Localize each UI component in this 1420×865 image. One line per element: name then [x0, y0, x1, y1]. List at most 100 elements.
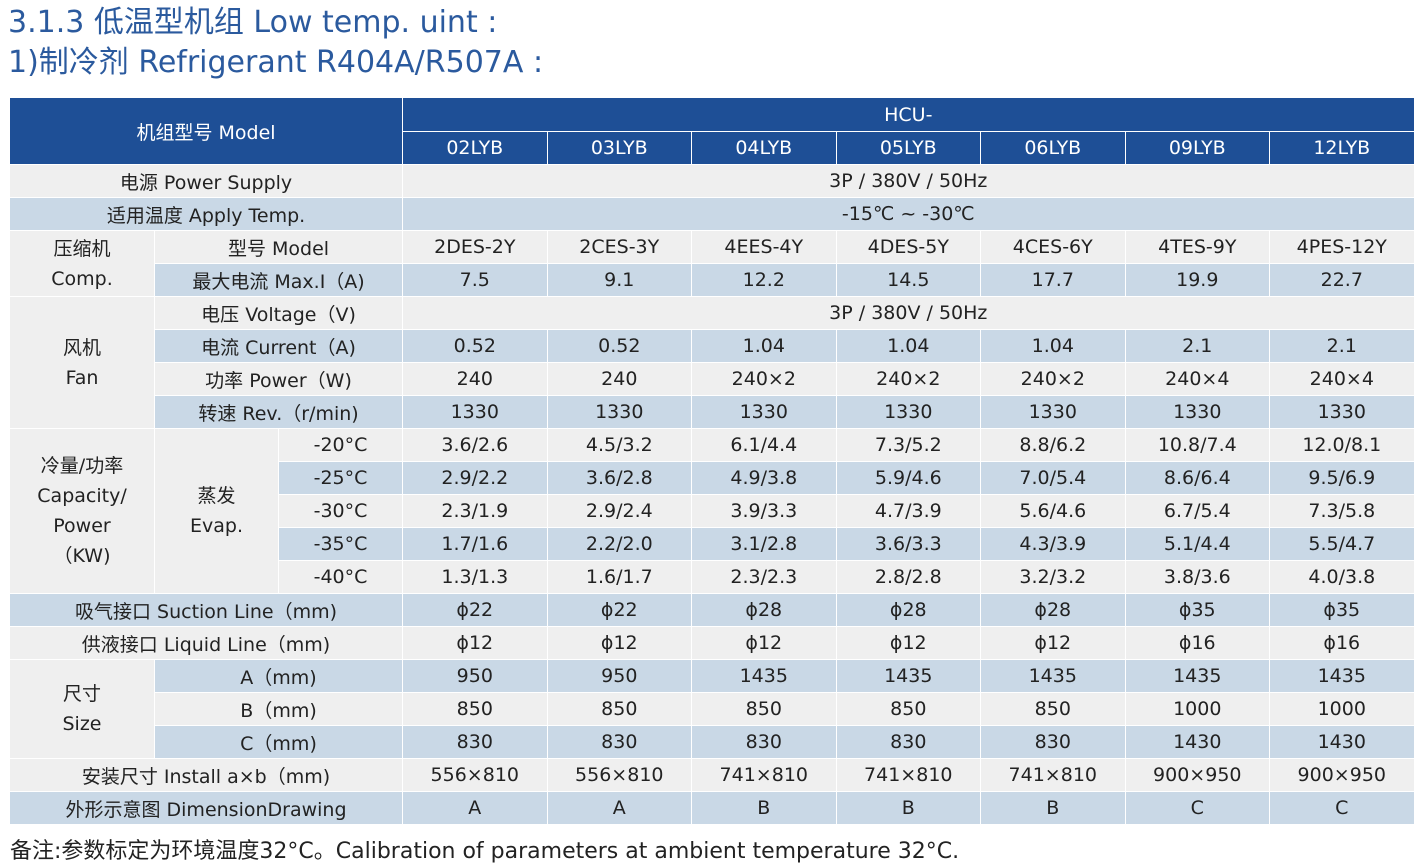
evap-temp-label: -30°C: [277, 494, 404, 528]
power-supply-label: 电源 Power Supply: [8, 164, 404, 198]
comp-model-cell: 4EES-4Y: [691, 230, 837, 264]
apply-temp-label: 适用温度 Apply Temp.: [8, 197, 404, 231]
capacity-cell: 3.6/2.8: [546, 461, 693, 495]
fan-current-cell: 0.52: [546, 329, 693, 363]
capacity-cell: 3.6/3.3: [835, 527, 982, 561]
install-cell: 741×810: [835, 758, 982, 792]
evap-temp-label: -25°C: [277, 461, 404, 495]
install-cell: 556×810: [402, 758, 548, 792]
install-cell: 900×950: [1269, 758, 1415, 792]
size-b-cell: 850: [835, 692, 982, 726]
size-b-cell: 850: [546, 692, 693, 726]
power-supply-value: 3P / 380V / 50Hz: [402, 164, 1415, 198]
capacity-cell: 7.3/5.8: [1269, 494, 1415, 528]
capacity-cell: 1.7/1.6: [402, 527, 548, 561]
evap-temp-label: -40°C: [277, 560, 404, 594]
comp-current-label: 最大电流 Max.I（A): [153, 263, 404, 297]
drawing-cell: B: [691, 791, 837, 825]
size-a-cell: 1435: [835, 659, 982, 693]
fan-power-cell: 240×4: [1124, 362, 1271, 396]
drawing-cell: C: [1124, 791, 1271, 825]
comp-current-cell: 22.7: [1269, 263, 1415, 297]
model-prefix: HCU-: [402, 97, 1415, 132]
install-label: 安装尺寸 Install a×b（mm): [8, 758, 404, 792]
drawing-label: 外形示意图 DimensionDrawing: [8, 791, 404, 825]
fan-power-cell: 240: [546, 362, 693, 396]
size-b-cell: 850: [980, 692, 1126, 726]
drawing-cell: C: [1269, 791, 1415, 825]
fan-current-label: 电流 Current（A): [153, 329, 404, 363]
size-a-label: A（mm): [153, 659, 404, 693]
size-c-cell: 1430: [1269, 725, 1415, 759]
spec-table: 机组型号 Model HCU- 02LYB 03LYB 04LYB 05LYB …: [8, 97, 1415, 825]
capacity-cell: 3.1/2.8: [691, 527, 837, 561]
size-c-cell: 1430: [1124, 725, 1271, 759]
size-c-cell: 830: [980, 725, 1126, 759]
fan-current-cell: 1.04: [980, 329, 1126, 363]
evap-temp-label: -20°C: [277, 428, 404, 462]
comp-group-label: 压缩机 Comp.: [9, 230, 155, 297]
section-title: 3.1.3 低温型机组 Low temp. uint :: [8, 5, 498, 40]
fan-rev-cell: 1330: [1124, 395, 1271, 429]
drawing-cell: B: [980, 791, 1126, 825]
install-cell: 556×810: [546, 758, 693, 792]
capacity-cell: 5.5/4.7: [1269, 527, 1415, 561]
capacity-cell: 1.3/1.3: [402, 560, 548, 594]
capacity-cell: 1.6/1.7: [546, 560, 693, 594]
model-cell: 05LYB: [835, 131, 982, 165]
capacity-cell: 4.5/3.2: [546, 428, 693, 462]
capacity-cell: 8.6/6.4: [1124, 461, 1271, 495]
capacity-cell: 4.7/3.9: [835, 494, 982, 528]
comp-model-cell: 2CES-3Y: [546, 230, 693, 264]
fan-rev-cell: 1330: [691, 395, 837, 429]
capacity-cell: 7.3/5.2: [835, 428, 982, 462]
fan-power-cell: 240×2: [980, 362, 1126, 396]
size-group-label: 尺寸 Size: [9, 659, 155, 759]
capacity-cell: 7.0/5.4: [980, 461, 1126, 495]
capacity-cell: 3.8/3.6: [1124, 560, 1271, 594]
size-b-label: B（mm): [153, 692, 404, 726]
suction-cell: ɸ22: [402, 593, 548, 627]
fan-power-cell: 240×4: [1269, 362, 1415, 396]
fan-rev-cell: 1330: [980, 395, 1126, 429]
capacity-cell: 2.2/2.0: [546, 527, 693, 561]
size-c-cell: 830: [546, 725, 693, 759]
model-cell: 09LYB: [1124, 131, 1271, 165]
comp-model-cell: 4CES-6Y: [980, 230, 1126, 264]
drawing-cell: A: [546, 791, 693, 825]
capacity-cell: 5.6/4.6: [980, 494, 1126, 528]
liquid-cell: ɸ12: [980, 626, 1126, 660]
capacity-cell: 8.8/6.2: [980, 428, 1126, 462]
fan-current-cell: 0.52: [402, 329, 548, 363]
comp-current-cell: 14.5: [835, 263, 982, 297]
apply-temp-value: -15℃ ~ -30℃: [402, 197, 1415, 231]
fan-rev-cell: 1330: [546, 395, 693, 429]
install-cell: 741×810: [691, 758, 837, 792]
capacity-cell: 2.3/2.3: [691, 560, 837, 594]
fan-rev-cell: 1330: [1269, 395, 1415, 429]
evap-label: 蒸发 Evap.: [154, 428, 279, 594]
capacity-cell: 5.9/4.6: [835, 461, 982, 495]
comp-model-label: 型号 Model: [153, 230, 404, 264]
size-a-cell: 1435: [691, 659, 837, 693]
comp-current-cell: 17.7: [980, 263, 1126, 297]
size-a-cell: 950: [546, 659, 693, 693]
comp-current-cell: 19.9: [1124, 263, 1271, 297]
size-a-cell: 1435: [980, 659, 1126, 693]
capacity-cell: 12.0/8.1: [1269, 428, 1415, 462]
size-c-label: C（mm): [153, 725, 404, 759]
fan-group-label: 风机 Fan: [9, 296, 155, 429]
suction-cell: ɸ35: [1269, 593, 1415, 627]
size-b-cell: 1000: [1269, 692, 1415, 726]
comp-model-cell: 4PES-12Y: [1269, 230, 1415, 264]
liquid-line-label: 供液接口 Liquid Line（mm): [8, 626, 404, 660]
model-cell: 03LYB: [546, 131, 693, 165]
comp-model-cell: 4DES-5Y: [835, 230, 982, 264]
capacity-group-label: 冷量/功率 Capacity/Power （KW): [9, 428, 155, 594]
capacity-cell: 2.3/1.9: [402, 494, 548, 528]
size-a-cell: 1435: [1269, 659, 1415, 693]
fan-current-cell: 1.04: [835, 329, 982, 363]
capacity-cell: 4.0/3.8: [1269, 560, 1415, 594]
capacity-cell: 9.5/6.9: [1269, 461, 1415, 495]
size-b-cell: 850: [402, 692, 548, 726]
